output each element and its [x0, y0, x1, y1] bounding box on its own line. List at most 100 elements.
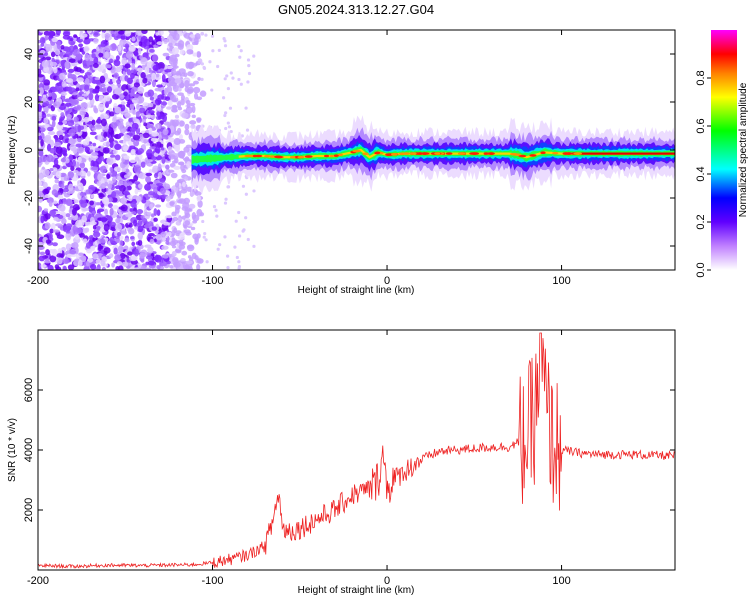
noise-blob — [180, 258, 186, 262]
noise-blob — [133, 82, 141, 88]
noise-blob — [141, 30, 148, 35]
noise-blob — [44, 222, 51, 230]
noise-blob — [53, 158, 59, 166]
noise-blob — [81, 207, 90, 212]
noise-blob — [227, 125, 232, 129]
noise-blob — [246, 58, 251, 62]
colorbar-tick-label: 0.2 — [695, 214, 707, 229]
noise-blob — [172, 84, 180, 92]
noise-blob — [151, 40, 156, 46]
noise-blob — [76, 77, 84, 83]
noise-blob — [79, 162, 86, 169]
noise-blob — [252, 54, 256, 58]
noise-blob — [156, 209, 161, 216]
noise-blob — [62, 119, 68, 125]
noise-blob — [93, 231, 101, 238]
noise-blob — [63, 192, 71, 198]
noise-blob — [127, 171, 132, 177]
spectrogram-ylabel: Frequency (Hz) — [7, 116, 18, 185]
noise-blob — [149, 146, 157, 150]
noise-blob — [52, 242, 58, 247]
noise-blob — [185, 106, 193, 114]
noise-blob — [139, 107, 146, 114]
spectrogram-xlabel: Height of straight line (km) — [298, 285, 415, 296]
noise-blob — [234, 219, 238, 223]
noise-blob — [131, 62, 135, 71]
noise-blob — [176, 179, 182, 184]
noise-blob — [159, 187, 166, 195]
noise-blob — [171, 107, 178, 113]
noise-blob — [38, 255, 46, 262]
noise-blob — [127, 251, 133, 256]
noise-blob — [157, 61, 165, 70]
noise-blob — [161, 164, 167, 168]
noise-blob — [38, 198, 43, 203]
noise-blob — [155, 73, 160, 78]
noise-blob — [56, 234, 65, 240]
noise-blob — [174, 204, 181, 210]
signal-peak — [304, 155, 313, 158]
noise-blob — [57, 214, 64, 219]
noise-blob — [223, 113, 227, 118]
noise-blob — [85, 188, 93, 195]
noise-blob — [53, 101, 61, 108]
noise-blob — [54, 141, 62, 148]
noise-blob — [56, 41, 61, 50]
noise-blob — [153, 208, 158, 216]
noise-blob — [104, 32, 111, 39]
noise-blob — [134, 226, 139, 230]
noise-blob — [91, 127, 97, 131]
noise-blob — [65, 213, 71, 218]
noise-blob — [106, 173, 111, 180]
noise-blob — [163, 38, 168, 45]
noise-blob — [75, 143, 83, 148]
noise-blob — [215, 214, 219, 218]
noise-blob — [167, 100, 173, 106]
noise-blob — [109, 154, 116, 159]
noise-blob — [156, 41, 164, 46]
noise-blob — [137, 148, 145, 154]
noise-blob — [66, 113, 72, 120]
noise-blob — [137, 239, 143, 246]
noise-blob — [55, 223, 63, 227]
noise-blob — [161, 245, 169, 250]
noise-blob — [200, 31, 205, 36]
noise-blob — [60, 91, 67, 97]
noise-blob — [147, 89, 155, 97]
noise-blob — [167, 146, 173, 152]
noise-blob — [229, 71, 233, 75]
noise-blob — [89, 221, 97, 226]
noise-blob — [138, 183, 143, 189]
noise-blob — [58, 134, 64, 141]
noise-blob — [223, 44, 228, 48]
noise-blob — [122, 146, 129, 152]
noise-blob — [140, 265, 147, 270]
noise-blob — [63, 175, 70, 182]
noise-blob — [115, 190, 122, 195]
noise-blob — [104, 51, 109, 60]
noise-blob — [62, 187, 70, 193]
noise-blob — [92, 253, 99, 260]
noise-blob — [44, 193, 51, 199]
noise-blob — [88, 92, 94, 101]
noise-blob — [197, 199, 203, 208]
noise-blob — [152, 44, 159, 49]
noise-blob — [126, 194, 133, 199]
noise-blob — [181, 112, 189, 119]
noise-blob — [142, 102, 149, 107]
noise-blob — [48, 92, 52, 97]
noise-blob — [146, 152, 153, 158]
noise-blob — [197, 58, 203, 65]
noise-blob — [126, 69, 132, 76]
xtick-label: -100 — [202, 575, 224, 587]
noise-blob — [152, 92, 158, 100]
noise-blob — [184, 128, 190, 136]
noise-blob — [73, 34, 78, 38]
noise-blob — [54, 210, 61, 215]
noise-blob — [62, 258, 70, 264]
noise-blob — [169, 163, 176, 168]
noise-blob — [237, 44, 241, 48]
noise-blob — [92, 142, 97, 147]
noise-blob — [155, 204, 162, 208]
noise-blob — [62, 265, 67, 270]
